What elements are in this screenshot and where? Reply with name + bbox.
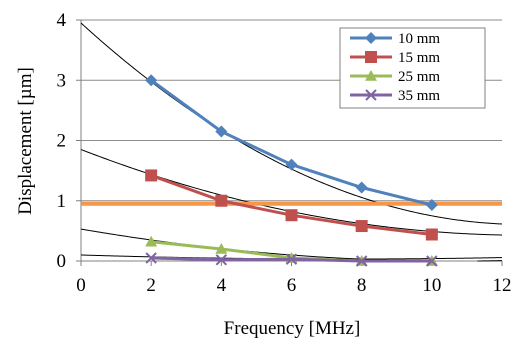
data-point	[425, 228, 438, 241]
y-tick-labels: 0 1 2 3 4	[57, 10, 67, 272]
data-point	[215, 242, 228, 254]
data-point	[355, 220, 368, 233]
x-axis-title: Frequency [MHz]	[224, 318, 361, 339]
legend-label: 10 mm	[398, 31, 440, 47]
data-point	[145, 252, 157, 264]
legend-label: 15 mm	[398, 50, 440, 66]
series-0	[145, 74, 438, 211]
x-tick-label: 6	[287, 275, 297, 296]
data-point	[285, 253, 298, 265]
data-point	[145, 235, 158, 247]
x-tick-label: 2	[146, 275, 156, 296]
data-point	[215, 254, 228, 266]
data-point	[215, 125, 228, 138]
y-tick-label: 3	[57, 70, 67, 91]
data-series	[145, 74, 438, 267]
x-tick-label: 8	[357, 275, 367, 296]
series-1	[145, 169, 438, 241]
x-stroke	[365, 89, 377, 101]
x-tick-label: 12	[493, 275, 512, 296]
legend-swatch-marker	[365, 70, 377, 81]
data-point	[215, 194, 228, 207]
x-stroke	[285, 253, 298, 265]
x-stroke	[355, 255, 368, 267]
legend-label: 35 mm	[398, 88, 440, 104]
data-point	[285, 209, 298, 222]
x-stroke	[215, 254, 228, 266]
data-point	[355, 255, 368, 267]
x-tick-label: 10	[422, 275, 441, 296]
data-point	[425, 198, 438, 211]
legend-swatch-marker	[365, 89, 377, 101]
data-point	[145, 74, 158, 87]
x-tick-label: 0	[76, 275, 86, 296]
x-stroke	[145, 252, 157, 264]
x-tick-label: 4	[217, 275, 227, 296]
legend-swatch-marker	[365, 32, 377, 44]
data-point	[355, 181, 368, 194]
y-tick-label: 1	[57, 191, 67, 212]
y-tick-label: 0	[57, 251, 67, 272]
x-stroke	[426, 255, 438, 267]
data-point	[285, 158, 298, 171]
y-axis-title: Displacement [µm]	[15, 67, 36, 215]
x-tick-labels: 0 2 4 6 8 10 12	[76, 275, 511, 296]
y-tick-label: 4	[57, 10, 67, 31]
legend-swatch-marker	[365, 51, 377, 63]
data-point	[145, 169, 158, 182]
y-tick-label: 2	[57, 131, 67, 152]
legend: 10 mm 15 mm 25 mm 35 mm	[339, 27, 486, 109]
series-3	[145, 252, 438, 267]
legend-label: 25 mm	[398, 69, 440, 85]
data-point	[426, 255, 438, 267]
